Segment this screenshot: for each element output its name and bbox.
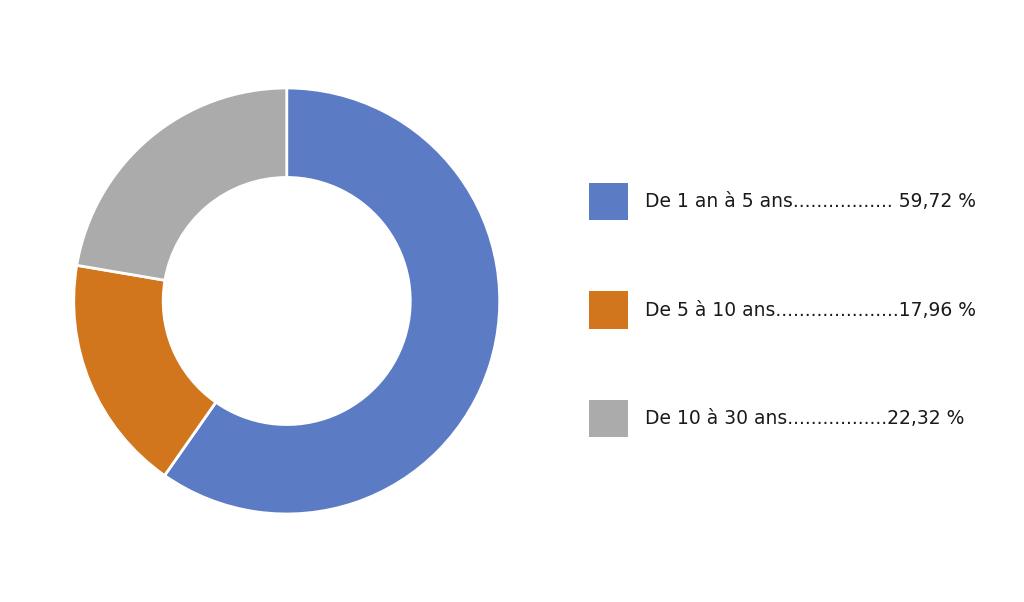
Text: De 10 à 30 ans.................22,32 %: De 10 à 30 ans.................22,32 % (645, 409, 965, 428)
Wedge shape (165, 88, 500, 514)
Wedge shape (74, 265, 216, 476)
Text: De 1 an à 5 ans................. 59,72 %: De 1 an à 5 ans................. 59,72 % (645, 192, 976, 211)
Text: De 5 à 10 ans.....................17,96 %: De 5 à 10 ans.....................17,96 … (645, 300, 976, 320)
Wedge shape (77, 88, 287, 281)
